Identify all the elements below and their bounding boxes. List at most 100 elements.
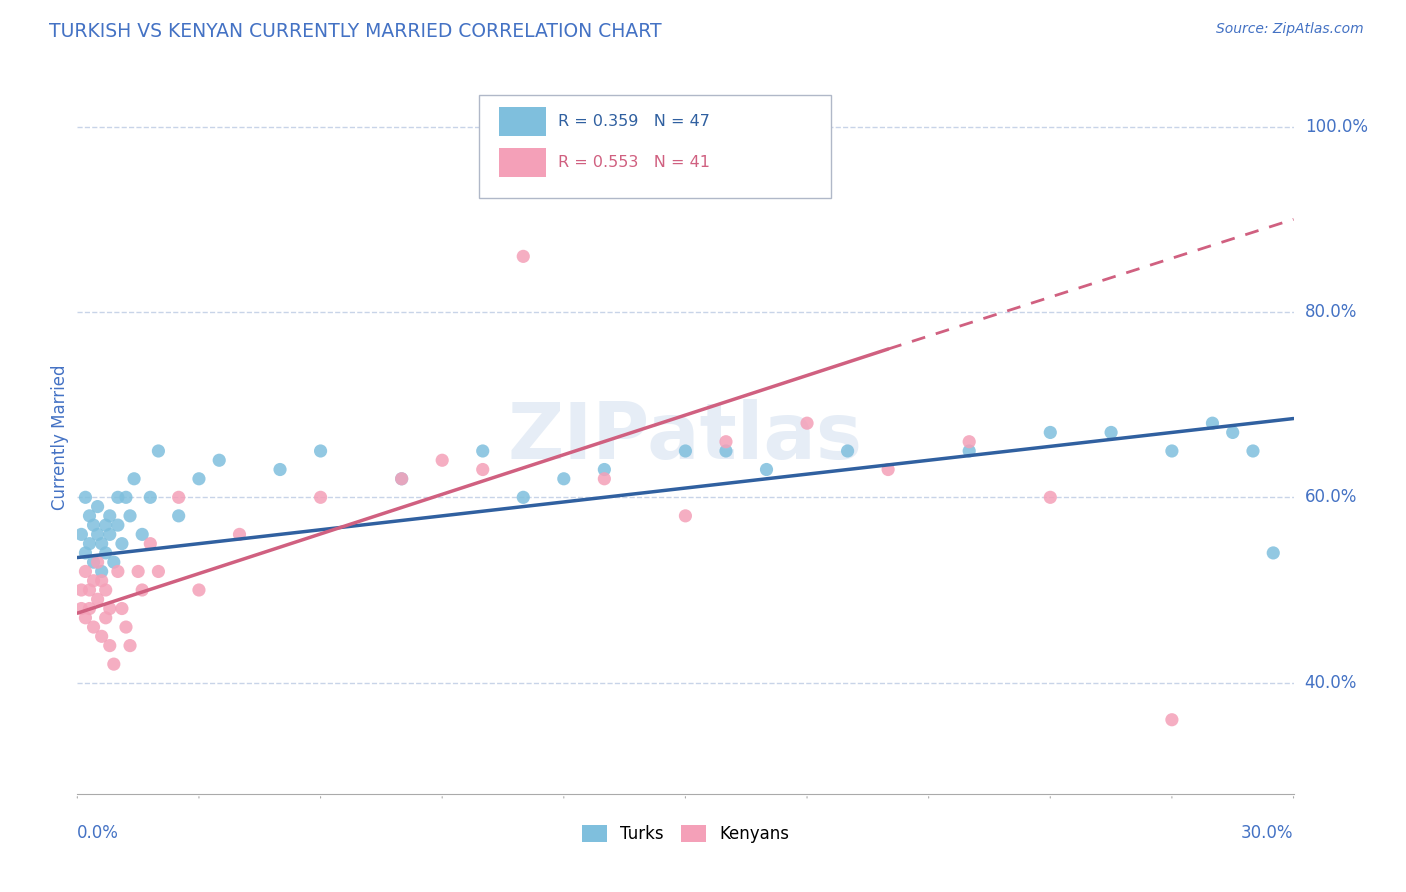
Point [309, 491, 332, 505]
Point [269, 462, 291, 476]
Point [796, 416, 818, 430]
Point [471, 444, 494, 458]
Point [228, 527, 250, 541]
Point [148, 444, 170, 458]
Point [131, 527, 153, 541]
Point [512, 249, 534, 263]
Text: 100.0%: 100.0% [1305, 118, 1368, 136]
Point [593, 462, 616, 476]
Text: R = 0.553   N = 41: R = 0.553 N = 41 [558, 155, 710, 169]
Text: 60.0%: 60.0% [1305, 488, 1357, 507]
Point [553, 472, 575, 486]
Point [755, 462, 778, 476]
Point [127, 565, 149, 579]
Point [208, 453, 231, 467]
Point [83, 620, 105, 634]
Point [115, 620, 138, 634]
Point [471, 462, 494, 476]
Point [1241, 444, 1264, 458]
Point [148, 565, 170, 579]
Point [309, 444, 332, 458]
Point [107, 565, 129, 579]
Point [83, 555, 105, 569]
Point [1263, 546, 1285, 560]
FancyBboxPatch shape [499, 107, 546, 136]
Point [1161, 713, 1184, 727]
Text: R = 0.359   N = 47: R = 0.359 N = 47 [558, 114, 710, 129]
Point [1099, 425, 1122, 440]
Point [103, 555, 125, 569]
Point [98, 601, 121, 615]
Point [79, 508, 101, 523]
Legend: Turks, Kenyans: Turks, Kenyans [575, 818, 796, 850]
Point [1201, 416, 1223, 430]
Point [75, 565, 97, 579]
Point [139, 536, 162, 550]
Point [714, 434, 737, 449]
Point [675, 508, 697, 523]
Point [107, 491, 129, 505]
Point [139, 491, 162, 505]
Point [103, 657, 125, 672]
Point [86, 527, 108, 541]
Point [94, 546, 117, 560]
Point [118, 639, 141, 653]
FancyBboxPatch shape [478, 95, 831, 198]
Point [512, 491, 534, 505]
Point [167, 508, 190, 523]
Point [118, 508, 141, 523]
Point [593, 472, 616, 486]
Point [107, 518, 129, 533]
Point [83, 518, 105, 533]
Point [1039, 425, 1062, 440]
Text: TURKISH VS KENYAN CURRENTLY MARRIED CORRELATION CHART: TURKISH VS KENYAN CURRENTLY MARRIED CORR… [49, 22, 662, 41]
Point [188, 472, 211, 486]
Point [79, 582, 101, 597]
Point [79, 601, 101, 615]
Point [79, 536, 101, 550]
Point [75, 611, 97, 625]
Text: 40.0%: 40.0% [1305, 673, 1357, 691]
Text: 80.0%: 80.0% [1305, 303, 1357, 321]
Point [94, 518, 117, 533]
Point [70, 527, 93, 541]
Point [188, 582, 211, 597]
Point [94, 611, 117, 625]
Point [877, 462, 900, 476]
Point [86, 555, 108, 569]
Point [131, 582, 153, 597]
Text: 0.0%: 0.0% [77, 824, 120, 842]
Point [167, 491, 190, 505]
Point [1161, 444, 1184, 458]
Point [1039, 491, 1062, 505]
Point [111, 601, 134, 615]
Point [90, 565, 112, 579]
Text: ZIPatlas: ZIPatlas [508, 399, 863, 475]
Point [122, 472, 145, 486]
Text: 30.0%: 30.0% [1241, 824, 1294, 842]
Point [111, 536, 134, 550]
Point [957, 434, 980, 449]
Point [70, 601, 93, 615]
Point [90, 629, 112, 643]
Point [115, 491, 138, 505]
Point [837, 444, 859, 458]
Point [391, 472, 413, 486]
Point [86, 500, 108, 514]
Point [98, 639, 121, 653]
Point [675, 444, 697, 458]
Point [75, 491, 97, 505]
Point [391, 472, 413, 486]
Point [430, 453, 453, 467]
Point [70, 582, 93, 597]
Point [957, 444, 980, 458]
Text: Source: ZipAtlas.com: Source: ZipAtlas.com [1216, 22, 1364, 37]
Point [94, 582, 117, 597]
Point [83, 574, 105, 588]
Y-axis label: Currently Married: Currently Married [51, 364, 69, 510]
Point [1222, 425, 1244, 440]
Point [75, 546, 97, 560]
Point [90, 536, 112, 550]
Point [86, 592, 108, 607]
Point [714, 444, 737, 458]
